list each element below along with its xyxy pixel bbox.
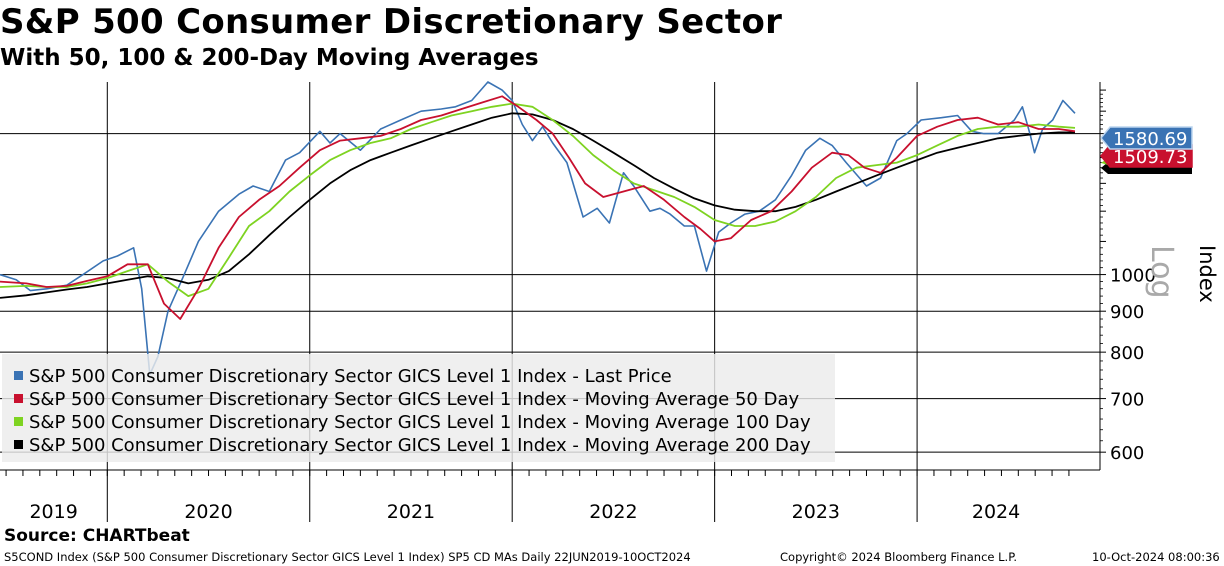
label-ma50-text: 1509.73 bbox=[1113, 147, 1187, 168]
x-tick-label-2022: 2022 bbox=[589, 501, 637, 523]
footer-copyright: Copyright© 2024 Bloomberg Finance L.P. bbox=[780, 550, 1017, 564]
series-line-1 bbox=[0, 95, 1076, 320]
axes: 600 700 800 900 1000 2019 2020 2021 2022 2023 2024… bbox=[0, 82, 1219, 523]
chart-subtitle: With 50, 100 & 200-Day Moving Averages bbox=[0, 45, 539, 71]
footer-description: S5COND Index (S&P 500 Consumer Discretio… bbox=[4, 550, 691, 564]
x-tick-label-2020: 2020 bbox=[184, 501, 232, 523]
x-tick-label-2021: 2021 bbox=[387, 501, 435, 523]
legend-swatch-ma50 bbox=[14, 394, 23, 403]
scale-label: Log bbox=[1144, 245, 1179, 299]
series-lines bbox=[0, 81, 1076, 376]
legend-swatch-ma100 bbox=[14, 417, 23, 426]
y-tick-label-800: 800 bbox=[1110, 343, 1144, 364]
legend-item-ma100[interactable]: S&P 500 Consumer Discretionary Sector GI… bbox=[14, 412, 811, 433]
label-last-price: 1580.69 bbox=[1100, 126, 1193, 150]
y-tick-label-900: 900 bbox=[1110, 302, 1144, 323]
x-tick-label-2024: 2024 bbox=[972, 501, 1020, 523]
y-tick-label-1000: 1000 bbox=[1110, 266, 1156, 287]
legend-label-ma100: S&P 500 Consumer Discretionary Sector GI… bbox=[29, 412, 811, 433]
y-axis-title: Index bbox=[1195, 245, 1219, 303]
y-tick-label-700: 700 bbox=[1110, 390, 1144, 411]
x-tick-label-2023: 2023 bbox=[792, 501, 840, 523]
legend: S&P 500 Consumer Discretionary Sector GI… bbox=[2, 354, 835, 462]
legend-label-ma200: S&P 500 Consumer Discretionary Sector GI… bbox=[29, 435, 811, 456]
legend-label-last-price: S&P 500 Consumer Discretionary Sector GI… bbox=[29, 366, 672, 387]
chart-title: S&P 500 Consumer Discretionary Sector bbox=[0, 2, 783, 42]
x-tick-label-2019: 2019 bbox=[29, 501, 77, 523]
legend-swatch-last-price bbox=[14, 371, 23, 380]
series-line-3 bbox=[0, 112, 1075, 299]
legend-item-ma200[interactable]: S&P 500 Consumer Discretionary Sector GI… bbox=[14, 435, 811, 456]
label-ma50: 1509.73 bbox=[1100, 144, 1193, 168]
legend-item-last-price[interactable]: S&P 500 Consumer Discretionary Sector GI… bbox=[14, 366, 672, 387]
series-line-2 bbox=[0, 102, 1076, 297]
legend-label-ma50: S&P 500 Consumer Discretionary Sector GI… bbox=[29, 389, 800, 410]
series-line-0 bbox=[0, 81, 1076, 376]
y-tick-label-600: 600 bbox=[1110, 443, 1144, 464]
legend-item-ma50[interactable]: S&P 500 Consumer Discretionary Sector GI… bbox=[14, 389, 799, 410]
footer-timestamp: 10-Oct-2024 08:00:36 bbox=[1092, 550, 1220, 564]
source-note: Source: CHARTbeat bbox=[4, 526, 190, 546]
legend-swatch-ma200 bbox=[14, 440, 23, 449]
label-last-price-text: 1580.69 bbox=[1113, 129, 1187, 150]
label-last-price-box bbox=[1100, 126, 1193, 150]
